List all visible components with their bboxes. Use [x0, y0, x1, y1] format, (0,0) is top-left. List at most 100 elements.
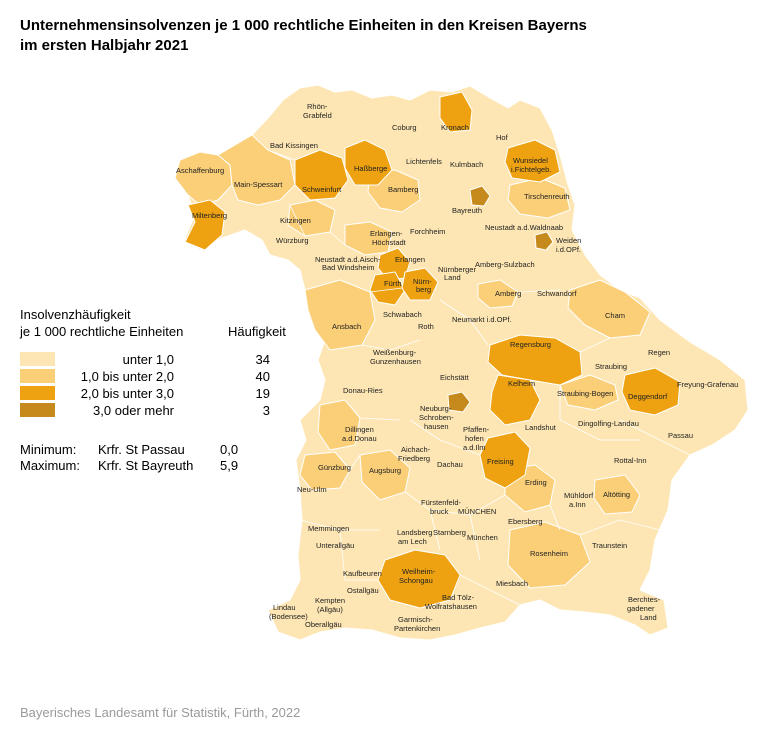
map-label: Land	[444, 273, 461, 282]
title-line-1: Unternehmensinsolvenzen je 1 000 rechtli…	[20, 17, 587, 34]
legend-heading-1: Insolvenzhäufigkeit	[20, 307, 131, 322]
map-label: Landshut	[525, 423, 557, 432]
map-label: Rottal-Inn	[614, 456, 647, 465]
legend-count-heading: Häufigkeit	[228, 324, 286, 339]
legend-lower-2: 1,0	[80, 369, 99, 384]
legend-label-4: 3,0 oder mehr	[93, 403, 174, 418]
minimum-value: 0,0	[220, 442, 239, 457]
legend-row-2: 1,0 bis unter 2,0 40	[20, 369, 270, 384]
legend-swatch-2	[20, 369, 55, 383]
map-label: Kronach	[441, 123, 469, 132]
map-label: (Allgäu)	[317, 605, 343, 614]
district-deggendorf	[621, 367, 681, 416]
legend-swatch-4	[20, 403, 55, 417]
legend-row-4: 3,0 oder mehr 3	[20, 403, 270, 418]
map-label: Bad Kissingen	[270, 141, 318, 150]
map-label: Amberg	[495, 289, 521, 298]
map-label: Wunsiedel	[513, 156, 548, 165]
map-label: Straubing	[595, 362, 627, 371]
map-label: Kitzingen	[280, 216, 311, 225]
map-label: Fürth	[384, 279, 402, 288]
map-label: Partenkirchen	[394, 624, 440, 633]
map-label: Traunstein	[592, 541, 627, 550]
minimum-label: Minimum:	[20, 442, 77, 457]
map-label: Schongau	[399, 576, 433, 585]
map-label: Nürnberger	[438, 265, 476, 274]
map-label: München	[467, 533, 498, 542]
map-label: Kempten	[315, 596, 345, 605]
legend-label-2: 1,0 bis unter 2,0	[81, 369, 174, 384]
legend-row-1: unter 1,0 34	[20, 352, 270, 367]
maximum-value: 5,9	[220, 458, 239, 473]
map-label: Weißenburg-	[373, 348, 417, 357]
map-title: Unternehmensinsolvenzen je 1 000 rechtli…	[20, 16, 587, 56]
legend-count-2: 40	[255, 369, 270, 384]
district-bayreuth-city	[469, 185, 491, 207]
map-label: Unterallgäu	[316, 541, 354, 550]
district-regensburg	[487, 334, 583, 386]
map-label: am Lech	[398, 537, 427, 546]
map-label: Eichstätt	[440, 373, 470, 382]
map-label: Rhön-	[307, 102, 328, 111]
district-guenzburg	[299, 451, 351, 491]
map-label: Ebersberg	[508, 517, 543, 526]
map-label: Würzburg	[276, 236, 309, 245]
map-label: Wolfratshausen	[425, 602, 477, 611]
map-label: Ostallgäu	[347, 586, 379, 595]
map-label: Neuburg-	[420, 404, 452, 413]
map-label: Deggendorf	[628, 392, 668, 401]
map-label: Amberg-Sulzbach	[475, 260, 535, 269]
title-line-2: im ersten Halbjahr 2021	[20, 37, 189, 54]
map-label: Regensburg	[510, 340, 551, 349]
map-label: hausen	[424, 422, 449, 431]
map-label: Bad Tölz-	[442, 593, 474, 602]
district-weiden-city	[534, 231, 554, 251]
district-kronach	[439, 91, 473, 133]
district-labels: Rhön- Grabfeld Coburg Kronach Bad Kissin…	[176, 102, 738, 633]
maximum-label: Maximum:	[20, 458, 80, 473]
map-label: Bad Windsheim	[322, 263, 375, 272]
map-label: Dachau	[437, 460, 463, 469]
map-label: i.Fichtelgeb.	[511, 165, 551, 174]
map-label: Höchstadt	[372, 238, 407, 247]
map-label: Donau-Ries	[343, 386, 383, 395]
source-note: Bayerisches Landesamt für Statistik, Für…	[20, 705, 301, 720]
map-label: i.d.OPf.	[556, 245, 581, 254]
map-label: Schroben-	[419, 413, 454, 422]
map-label: Neustadt a.d.Aisch-	[315, 255, 381, 264]
maximum-region: Krfr. St Bayreuth	[98, 458, 194, 473]
district-freising	[479, 431, 531, 489]
district-wunsiedel	[504, 139, 561, 183]
map-label: Starnberg	[433, 528, 466, 537]
legend-swatch-1	[20, 352, 55, 366]
map-label: Freising	[487, 457, 514, 466]
map-label: Schweinfurt	[302, 185, 342, 194]
map-label: Kulmbach	[450, 160, 483, 169]
map-label: Neumarkt i.d.OPf.	[452, 315, 512, 324]
district-ingolstadt-city	[447, 391, 471, 413]
map-label: Bayreuth	[452, 206, 482, 215]
map-label: Tirschenreuth	[524, 192, 570, 201]
map-label: Miesbach	[496, 579, 528, 588]
map-label: Dingolfing-Landau	[578, 419, 639, 428]
district-altoetting	[593, 474, 641, 515]
map-label: Schwandorf	[537, 289, 578, 298]
map-label: Erlangen	[395, 255, 425, 264]
map-label: Bamberg	[388, 185, 418, 194]
map-label: Garmisch-	[398, 615, 433, 624]
legend-lower-4: 3,0	[93, 403, 112, 418]
map-label: MÜNCHEN	[458, 507, 496, 516]
map-label: Lindau	[273, 603, 296, 612]
map-label: Kelheim	[508, 379, 535, 388]
legend-range-3: bis unter 3,0	[102, 386, 174, 401]
map-label: Weiden	[556, 236, 581, 245]
map-label: Freyung-Grafenau	[677, 380, 738, 389]
map-label: Friedberg	[398, 454, 430, 463]
map-label: Neustadt a.d.Waldnaab	[485, 223, 563, 232]
map-label: Kaufbeuren	[343, 569, 382, 578]
district-dillingen	[317, 399, 361, 451]
map-label: Miltenberg	[192, 211, 227, 220]
internal-borders	[267, 149, 691, 606]
map-label: Mühldorf	[564, 491, 594, 500]
